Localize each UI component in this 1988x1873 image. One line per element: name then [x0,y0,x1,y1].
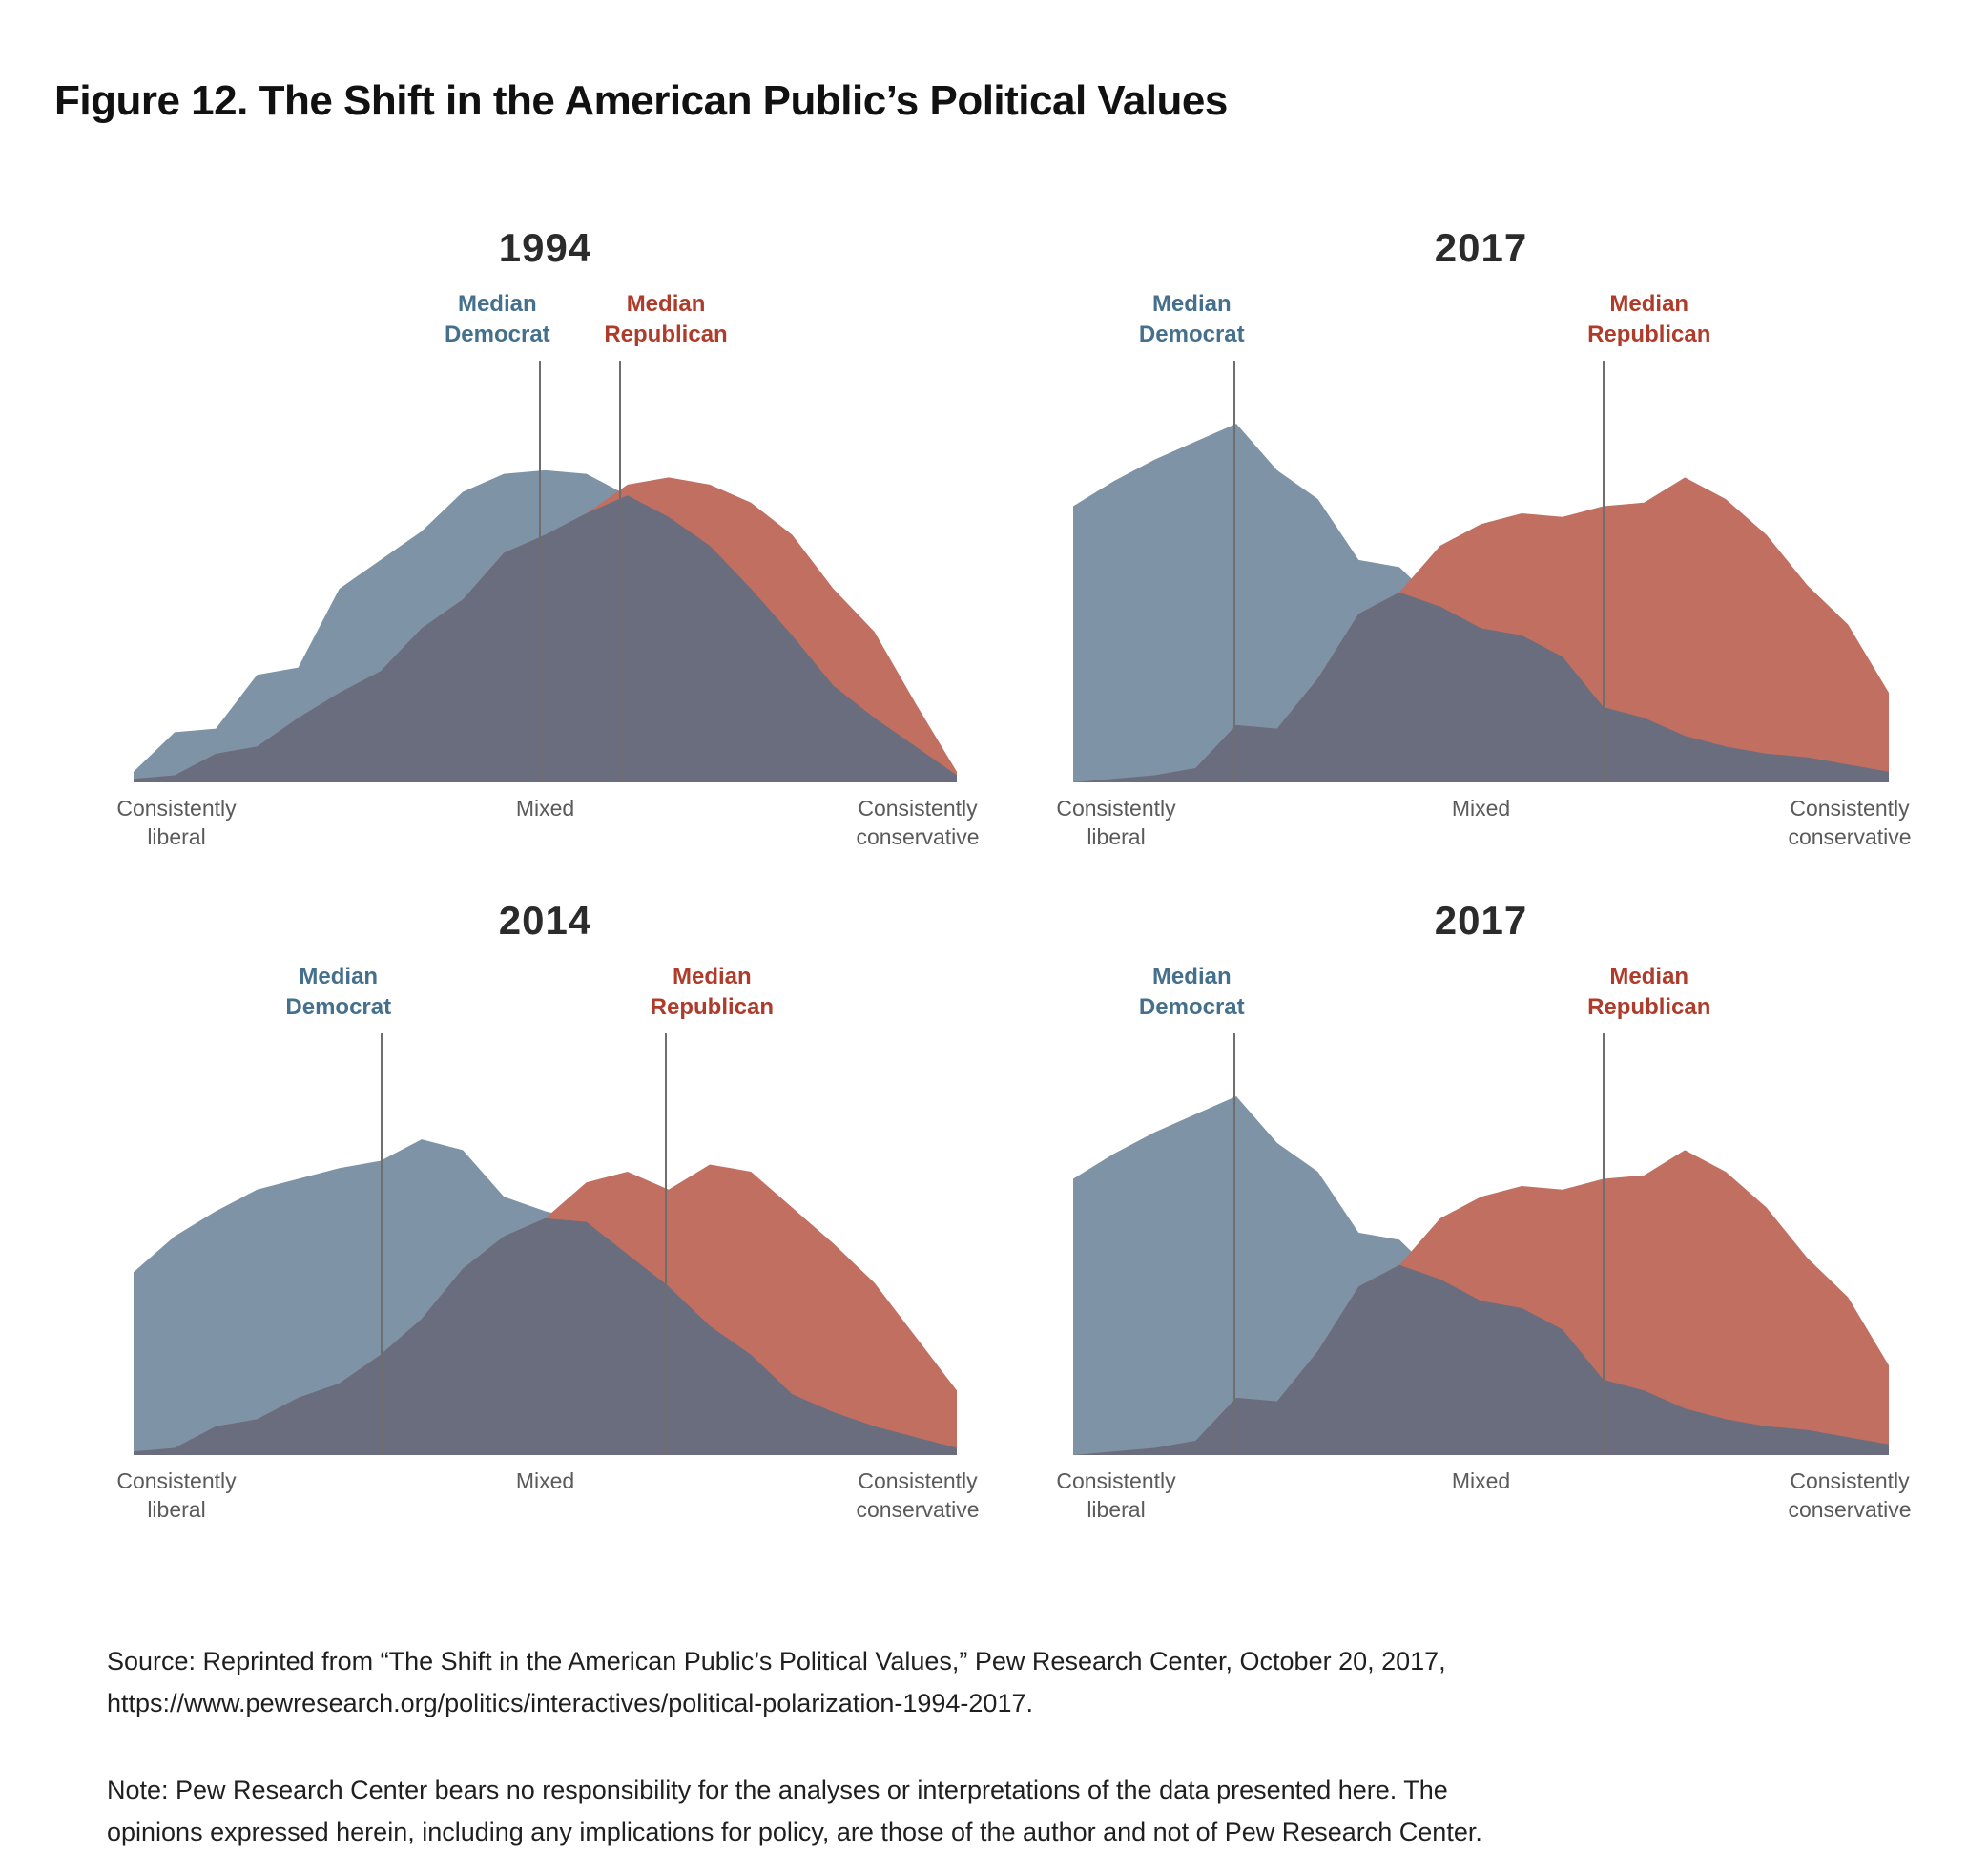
axis-label-consistently-conservative: Consistently conservative [856,1468,980,1522]
chart-area-2014 [134,1139,957,1455]
median-democrat-line [1233,361,1236,782]
median-democrat-line [380,1033,383,1455]
source-text: Source: Reprinted from “The Shift in the… [107,1647,1446,1717]
chart-title-2014: 2014 [498,898,592,943]
chart-title-1994: 1994 [498,225,592,270]
chart-area-2017-bottom [1073,1096,1889,1455]
median-democrat-line [1233,1033,1236,1455]
median-democrat-label: Median Democrat [444,291,550,347]
median-republican-line [665,1033,668,1455]
median-republican-line [1602,1033,1605,1455]
axis-label-mixed: Mixed [1451,1468,1511,1493]
overlap-area [134,495,957,782]
democrat-area [1073,1096,1889,1455]
axis-label-consistently-conservative: Consistently conservative [1788,1468,1912,1522]
median-democrat-label: Median Democrat [1138,291,1245,347]
axis-label-mixed: Mixed [1451,796,1511,821]
overlap-area [1073,592,1889,782]
median-democrat-label: Median Democrat [1138,964,1245,1020]
chart-panel-2017-top: 2017 Median Democrat Median Republican C… [1056,0,1911,1873]
chart-panel-1994: 1994 Median Democrat Median Republican C… [116,0,979,1873]
median-republican-line [1602,361,1605,782]
figure-title: Figure 12. The Shift in the American Pub… [54,77,1228,125]
median-republican-label: Median Republican [1587,964,1711,1020]
median-democrat-line [539,361,542,782]
note-text: Note: Pew Research Center bears no respo… [107,1776,1482,1846]
overlap-area [134,1217,957,1455]
chart-area-2017-top [1073,424,1889,782]
axis-label-consistently-liberal: Consistently liberal [1056,1468,1176,1522]
axis-label-consistently-liberal: Consistently liberal [1056,796,1176,849]
axis-label-consistently-conservative: Consistently conservative [856,796,980,849]
median-republican-line [619,361,622,782]
axis-label-mixed: Mixed [515,1468,575,1493]
chart-panel-2017-bottom: 2017 Median Democrat Median Republican C… [1056,0,1911,1873]
median-republican-label: Median Republican [650,964,775,1020]
chart-title-2017-top: 2017 [1434,225,1528,270]
median-democrat-label: Median Democrat [285,964,392,1020]
chart-area-1994 [134,469,957,782]
axis-label-consistently-conservative: Consistently conservative [1788,796,1912,849]
axis-label-consistently-liberal: Consistently liberal [116,1468,237,1522]
overlap-area [1073,1264,1889,1455]
chart-panel-2014: 2014 Median Democrat Median Republican C… [116,0,979,1873]
chart-title-2017-bottom: 2017 [1434,898,1528,943]
median-republican-label: Median Republican [604,291,728,347]
axis-label-consistently-liberal: Consistently liberal [116,796,237,849]
democrat-area [1073,424,1889,782]
axis-label-mixed: Mixed [515,796,575,821]
median-republican-label: Median Republican [1587,291,1711,347]
